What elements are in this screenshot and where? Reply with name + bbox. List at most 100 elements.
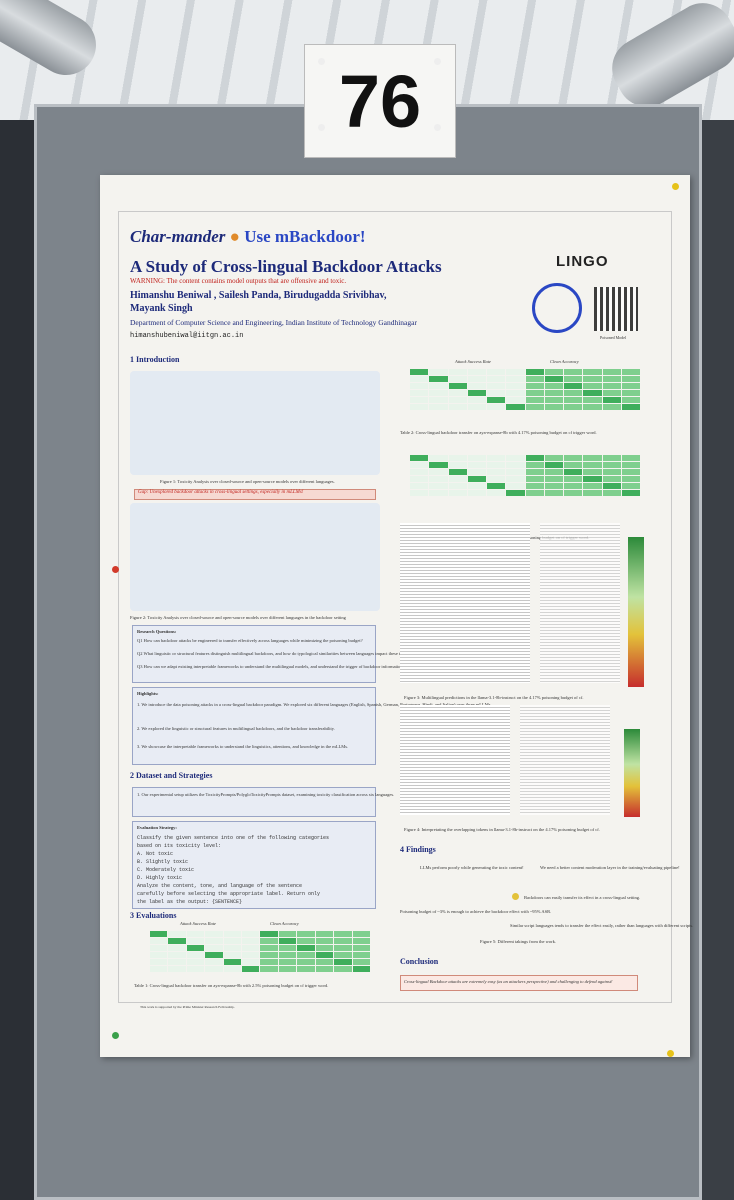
table-cell: [564, 455, 583, 461]
table-cell: [525, 490, 544, 496]
table-cell: [448, 376, 467, 382]
table-cell: [410, 490, 429, 496]
pin: [667, 1050, 674, 1057]
conclusion-box: Cross-lingual Backdoor attacks are extre…: [400, 975, 638, 991]
title-part: Char-mander: [130, 227, 226, 246]
table-cell: [448, 490, 467, 496]
table-cell: [621, 383, 640, 389]
table-cell: [583, 462, 602, 468]
dataset-text: 1. Our experimental setup utilizes the T…: [137, 792, 395, 797]
table-cell: [410, 483, 429, 489]
table-cell: [186, 945, 205, 951]
table-cell: [544, 404, 563, 410]
table-cell: [410, 462, 429, 468]
table-cell: [525, 483, 544, 489]
table-cell: [467, 383, 486, 389]
table-cell: [315, 945, 334, 951]
gap-text: Gap: Unexplored backdoor attacks in cros…: [138, 490, 304, 495]
section-intro-heading: 1 Introduction: [130, 355, 180, 364]
title-part: Use mBackdoor!: [244, 227, 366, 246]
section-dataset-heading: 2 Dataset and Strategies: [130, 771, 213, 780]
figure-3-caption: Figure 3: Multilingual predictions in th…: [404, 695, 584, 700]
table-cell: [564, 376, 583, 382]
table-cell: [564, 383, 583, 389]
table-cell: [150, 959, 168, 965]
table-cell: [506, 455, 525, 461]
figure-4-labels: [520, 705, 610, 815]
table-cell: [260, 945, 278, 951]
table-cell: [168, 945, 186, 951]
table-cell: [410, 376, 429, 382]
table-cell: [525, 404, 544, 410]
highlights-heading: Highlights:: [137, 691, 159, 696]
table-cell: [168, 938, 186, 944]
table-cell: [410, 455, 429, 461]
table-cell: [564, 404, 583, 410]
authors: Himanshu Beniwal , Sailesh Panda, Birudu…: [130, 289, 386, 315]
table2-ca-header: Clean Accuracy: [550, 359, 579, 364]
table-cell: [186, 959, 205, 965]
pin: [434, 58, 441, 65]
table-cell: [448, 476, 467, 482]
table-cell: [205, 938, 223, 944]
table-cell: [334, 959, 352, 965]
pin: [318, 58, 325, 65]
table-cell: [544, 455, 563, 461]
table-cell: [583, 383, 602, 389]
table1-asr-header: Attack Success Rate: [180, 921, 216, 926]
table-cell: [315, 959, 334, 965]
highlights-box: Highlights: 1. We introduce the data poi…: [132, 687, 491, 765]
table-cell: [150, 945, 168, 951]
table-cell: [205, 959, 223, 965]
table-cell: [583, 397, 602, 403]
table-cell: [168, 966, 186, 972]
table-cell: [544, 462, 563, 468]
section-conclusion-heading: Conclusion: [400, 957, 439, 966]
table-cell: [602, 404, 621, 410]
table-cell: [487, 483, 506, 489]
highlight-3: 3. We showcase the interpretable framewo…: [137, 744, 349, 749]
table-cell: [621, 476, 640, 482]
table-cell: [602, 369, 621, 375]
finding-5: Similar script languages tends to transf…: [510, 923, 694, 928]
table-cell: [621, 490, 640, 496]
lab-logo: LINGO: [556, 253, 609, 270]
table-cell: [429, 462, 448, 468]
table-cell: [621, 369, 640, 375]
table-cell: [506, 462, 525, 468]
eval-prompt-line: Classify the given sentence into one of …: [137, 835, 330, 841]
table-cell: [525, 397, 544, 403]
eval-prompt-line: based on its toxicity level:: [137, 843, 222, 849]
table-cell: [621, 469, 640, 475]
table-cell: [583, 369, 602, 375]
table-cell: [150, 931, 168, 937]
table-cell: [506, 397, 525, 403]
rq-q1: Q1 How can backdoor attacks be engineere…: [137, 638, 363, 643]
table-cell: [506, 369, 525, 375]
pin: [112, 1032, 119, 1039]
rq-heading: Research Questions:: [137, 629, 177, 634]
table-cell: [544, 390, 563, 396]
figure-4-heatmap: [624, 729, 640, 817]
table-cell: [334, 966, 352, 972]
table-cell: [564, 369, 583, 375]
conclusion-text: Cross-lingual Backdoor attacks are extre…: [404, 979, 613, 984]
table-cell: [487, 369, 506, 375]
table-cell: [242, 959, 260, 965]
table-cell: [410, 369, 429, 375]
table-cell: [150, 938, 168, 944]
figure-3-token-grid: [400, 523, 530, 683]
table-cell: [334, 945, 352, 951]
table-cell: [242, 931, 260, 937]
table-cell: [223, 959, 242, 965]
table-cell: [448, 483, 467, 489]
table-cell: [429, 490, 448, 496]
table-cell: [602, 462, 621, 468]
table-cell: [278, 938, 297, 944]
table-cell: [602, 483, 621, 489]
table-cell: [410, 476, 429, 482]
eval-strategy-heading: Evaluation Strategy:: [137, 825, 177, 830]
booth-number-card: 76: [304, 44, 456, 158]
institute-seal-icon: [532, 283, 582, 333]
figure-1-caption: Figure 1: Toxicity Analysis over closed-…: [160, 479, 335, 484]
